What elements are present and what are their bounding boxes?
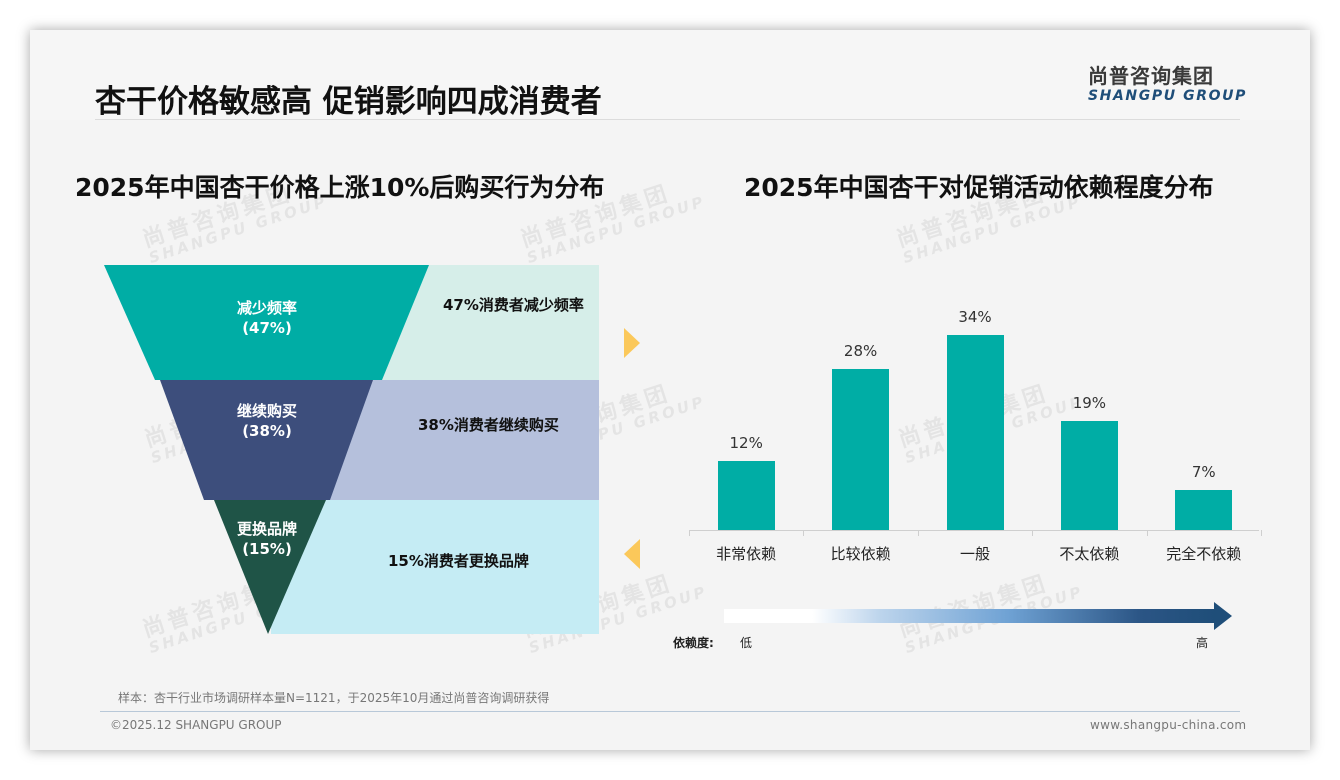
- funnel-stage-3-label: 更换品牌 (15%): [236, 520, 297, 558]
- funnel-desc-2: 38%消费者继续购买: [418, 416, 559, 434]
- bar: [1060, 421, 1118, 530]
- axis-tick: [917, 530, 919, 536]
- header-band: [30, 30, 1310, 120]
- axis-tick: [689, 530, 690, 536]
- category-label: 比较依赖: [830, 545, 891, 563]
- funnel-stage-2-label: 继续购买 (38%): [236, 402, 297, 440]
- bar-value-label: 34%: [958, 308, 992, 326]
- bar-chart-title: 2025年中国杏干对促销活动依赖程度分布: [744, 173, 1214, 202]
- page-title: 杏干价格敏感高 促销影响四成消费者: [95, 84, 602, 120]
- logo-chinese-text: 尚普咨询集团: [1088, 64, 1214, 88]
- funnel-band-3: [271, 500, 599, 634]
- funnel-desc-3: 15%消费者更换品牌: [388, 552, 529, 570]
- copyright: ©2025.12 SHANGPU GROUP: [110, 718, 282, 732]
- bar-value-label: 7%: [1191, 463, 1216, 481]
- funnel-stage-2: [160, 380, 373, 500]
- funnel-band-2: [330, 380, 599, 500]
- bar-value-label: 28%: [843, 342, 878, 360]
- dependency-label: 依赖度:: [673, 636, 714, 650]
- funnel-stage-3: [214, 500, 326, 634]
- website-link[interactable]: www.shangpu-china.com: [1090, 718, 1247, 732]
- bar-value-label: 12%: [729, 434, 763, 452]
- funnel-chart: [104, 265, 640, 634]
- funnel-desc-1: 47%消费者减少频率: [443, 296, 584, 314]
- footer-divider: [100, 711, 1240, 712]
- arrow-right-icon: [624, 328, 640, 358]
- category-label: 完全不依赖: [1166, 545, 1242, 563]
- bar: [946, 335, 1004, 530]
- axis-tick: [803, 530, 805, 536]
- funnel-stage-1: [104, 265, 429, 380]
- source-note: 样本：杏干行业市场调研样本量N=1121，于2025年10月通过尚普咨询调研获得: [118, 691, 550, 705]
- bar-value-label: 19%: [1072, 394, 1107, 412]
- axis-tick: [1261, 530, 1262, 536]
- category-label: 不太依赖: [1059, 545, 1120, 563]
- x-axis: [689, 530, 1259, 531]
- axis-tick: [1146, 530, 1148, 536]
- axis-tick: [1032, 530, 1034, 536]
- bar: [832, 369, 890, 530]
- bar: [1175, 490, 1233, 530]
- arrow-head-icon: [1214, 602, 1232, 630]
- slide: 尚普咨询集团 SHANGPU GROUP 尚普咨询集团 SHANGPU GROUP …: [30, 30, 1310, 750]
- category-label: 非常依赖: [716, 545, 777, 563]
- header-divider: [95, 119, 1240, 120]
- bar: [717, 461, 775, 530]
- logo-english-text: SHANGPU GROUP: [1088, 88, 1247, 104]
- arrow-left-icon: [624, 539, 640, 569]
- funnel-stage-1-label: 减少频率 (47%): [236, 299, 297, 337]
- dependency-low-label: 低: [740, 636, 753, 650]
- funnel-chart-title: 2025年中国杏干价格上涨10%后购买行为分布: [75, 173, 605, 202]
- dependency-high-label: 高: [1196, 636, 1209, 650]
- brand-logo: 尚普咨询集团 SHANGPU GROUP: [1088, 64, 1247, 104]
- dependency-gradient-arrow: [724, 609, 1214, 623]
- category-label: 一般: [959, 545, 990, 563]
